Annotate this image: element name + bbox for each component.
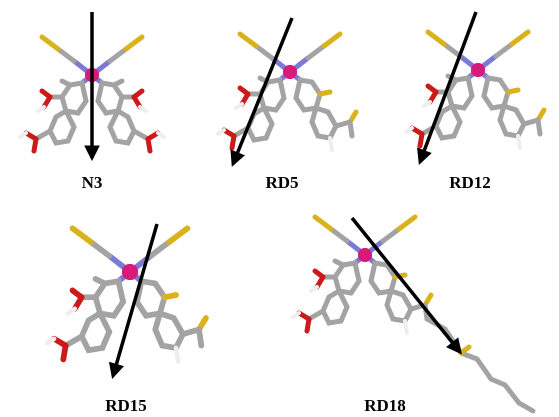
- arrow: [113, 224, 157, 376]
- label: RD18: [364, 396, 406, 415]
- molecule: [406, 32, 544, 148]
- molecule: [218, 34, 356, 150]
- figure: N3 RD5 RD12 RD15 RD18: [0, 0, 559, 417]
- label: N3: [82, 173, 103, 192]
- label: RD12: [449, 173, 491, 192]
- label: RD15: [105, 396, 147, 415]
- label: RD5: [265, 173, 298, 192]
- molecule: [47, 228, 206, 361]
- molecule: [293, 217, 533, 411]
